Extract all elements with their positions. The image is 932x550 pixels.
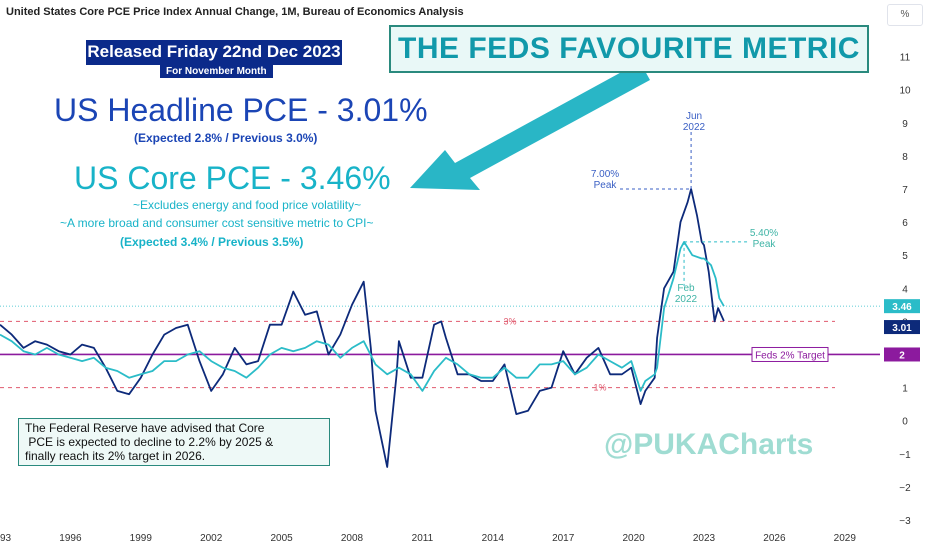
- target-value-badge-box: [884, 347, 920, 362]
- headline-peak-date: Jun: [686, 111, 702, 122]
- x-tick-label: 1996: [59, 533, 82, 544]
- y-tick-label: 4: [902, 284, 908, 295]
- core-peak-date: Feb: [677, 283, 695, 294]
- fed-guidance-note: The Federal Reserve have advised that Co…: [18, 418, 330, 466]
- y-tick-label: 7: [902, 185, 908, 196]
- y-tick-label: 9: [902, 119, 908, 130]
- y-tick-label: 6: [902, 218, 908, 229]
- feds-metric-banner: THE FEDS FAVOURITE METRIC: [389, 25, 869, 73]
- y-tick-label: 0: [902, 417, 908, 428]
- y-tick-label: −2: [899, 483, 911, 494]
- core-peak-label: Peak: [753, 239, 777, 250]
- target-label-box: [751, 346, 829, 362]
- headline-peak-date: 2022: [683, 122, 706, 133]
- y-tick-label: −3: [899, 516, 911, 527]
- x-tick-label: 2005: [270, 533, 293, 544]
- watermark: @PUKACharts: [604, 428, 814, 461]
- y-tick-label: 8: [902, 152, 908, 163]
- fed-note-line: The Federal Reserve have advised that Co…: [25, 421, 265, 435]
- chart-title: United States Core PCE Price Index Annua…: [6, 6, 464, 18]
- release-banner: Released Friday 22nd Dec 2023: [86, 40, 342, 65]
- fed-note-line: finally reach its 2% target in 2026.: [25, 449, 206, 463]
- target-value-badge: 2: [899, 350, 905, 361]
- x-tick-label: 2026: [763, 533, 786, 544]
- core-last-value-badge-box: [884, 299, 920, 314]
- unit-toggle-button[interactable]: %: [887, 4, 923, 26]
- x-tick-label: 2020: [622, 533, 645, 544]
- x-tick-label: 2029: [834, 533, 857, 544]
- y-tick-label: 1: [902, 384, 908, 395]
- reference-label: 3%: [503, 316, 516, 326]
- core-expected-text: (Expected 3.4% / Previous 3.5%): [120, 235, 304, 249]
- headline-last-value-badge-box: [884, 320, 920, 335]
- headline-expected-text: (Expected 2.8% / Previous 3.0%): [134, 131, 318, 145]
- x-tick-label: 2023: [693, 533, 716, 544]
- core-peak-date: 2022: [675, 294, 698, 305]
- x-tick-label: 1993: [0, 533, 12, 544]
- x-tick-label: 2014: [482, 533, 505, 544]
- x-tick-label: 2017: [552, 533, 575, 544]
- series-line-core: [0, 241, 725, 392]
- headline-last-value-badge: 3.01: [892, 323, 912, 334]
- fed-note-line: PCE is expected to decline to 2.2% by 20…: [25, 435, 274, 449]
- pointer-arrow: [410, 62, 650, 190]
- y-tick-label: 5: [902, 251, 908, 262]
- y-tick-label: 10: [899, 86, 911, 97]
- headline-peak-label: Peak: [594, 180, 618, 191]
- x-tick-label: 2002: [200, 533, 223, 544]
- core-last-value-badge: 3.46: [892, 302, 912, 313]
- headline-peak-value: 7.00%: [591, 169, 619, 180]
- reference-label: 1%: [593, 383, 606, 393]
- y-tick-label: −1: [899, 450, 911, 461]
- x-tick-label: 2008: [341, 533, 364, 544]
- x-tick-label: 1999: [130, 533, 153, 544]
- core-note-energy: ~Excludes energy and food price volatili…: [133, 198, 362, 212]
- y-tick-label: 11: [900, 53, 911, 64]
- headline-pce-text: US Headline PCE - 3.01%: [54, 92, 428, 128]
- release-subtitle: For November Month: [160, 65, 273, 78]
- core-pce-text: US Core PCE - 3.46%: [74, 160, 391, 196]
- x-tick-label: 2011: [412, 533, 434, 544]
- target-label: Feds 2% Target: [755, 350, 825, 361]
- core-peak-value: 5.40%: [750, 228, 778, 239]
- core-note-cpi: ~A more broad and consumer cost sensitiv…: [60, 216, 374, 230]
